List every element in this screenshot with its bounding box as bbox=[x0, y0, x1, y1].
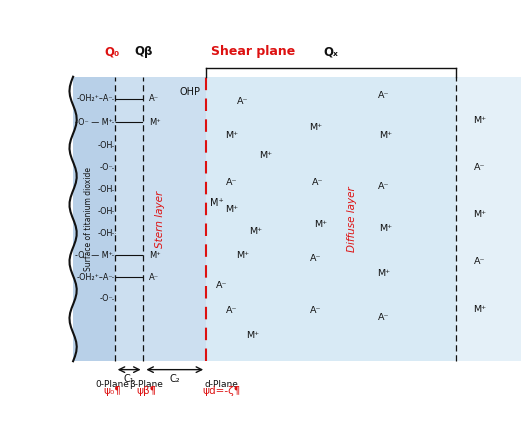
Text: C₂: C₂ bbox=[170, 374, 180, 384]
Text: M⁺: M⁺ bbox=[148, 251, 161, 260]
Text: M⁺: M⁺ bbox=[226, 131, 239, 140]
Text: M⁺: M⁺ bbox=[473, 304, 486, 314]
Text: A⁻: A⁻ bbox=[148, 94, 159, 103]
Text: -OH₂⁺–A⁻: -OH₂⁺–A⁻ bbox=[77, 272, 113, 282]
Text: M⁺: M⁺ bbox=[210, 198, 223, 208]
Text: A⁻: A⁻ bbox=[378, 182, 389, 190]
Text: M⁺: M⁺ bbox=[260, 152, 272, 160]
Text: M⁺: M⁺ bbox=[377, 269, 390, 278]
Text: M⁺: M⁺ bbox=[473, 210, 486, 219]
Text: A⁻: A⁻ bbox=[148, 272, 159, 282]
Text: M⁺: M⁺ bbox=[379, 224, 393, 233]
Text: d-Plane: d-Plane bbox=[205, 380, 239, 389]
Bar bbox=[73, 77, 115, 361]
Text: -OH: -OH bbox=[98, 185, 113, 194]
Text: M⁺: M⁺ bbox=[473, 116, 486, 125]
Bar bbox=[206, 77, 456, 361]
Text: A⁻: A⁻ bbox=[226, 178, 238, 187]
Text: ψβ¶: ψβ¶ bbox=[136, 386, 156, 396]
Text: A⁻: A⁻ bbox=[378, 313, 389, 322]
Text: -O⁻: -O⁻ bbox=[99, 295, 113, 303]
Text: Shear plane: Shear plane bbox=[211, 45, 295, 58]
Text: M⁺: M⁺ bbox=[226, 205, 239, 214]
Bar bbox=[115, 77, 206, 361]
Text: A⁻: A⁻ bbox=[474, 163, 486, 172]
Text: M⁺: M⁺ bbox=[236, 251, 249, 260]
Text: -OH₂⁺–A⁻: -OH₂⁺–A⁻ bbox=[77, 94, 113, 103]
Text: A⁻: A⁻ bbox=[310, 254, 321, 263]
Text: ψd=-ζ¶: ψd=-ζ¶ bbox=[203, 386, 241, 396]
Text: Qₓ: Qₓ bbox=[324, 45, 338, 58]
Text: A⁻: A⁻ bbox=[237, 97, 248, 106]
Text: A⁻: A⁻ bbox=[216, 281, 228, 290]
Text: OHP: OHP bbox=[180, 87, 201, 97]
Text: M⁺: M⁺ bbox=[379, 131, 393, 140]
Text: -OH: -OH bbox=[98, 141, 113, 150]
Text: Qβ: Qβ bbox=[134, 45, 153, 58]
Text: M⁺: M⁺ bbox=[148, 118, 161, 127]
Text: M⁺: M⁺ bbox=[309, 123, 322, 132]
Text: -O⁻ — M⁺: -O⁻ — M⁺ bbox=[76, 118, 113, 127]
Text: -O⁻: -O⁻ bbox=[99, 163, 113, 172]
Text: M⁺: M⁺ bbox=[314, 220, 327, 229]
Text: M⁺: M⁺ bbox=[246, 331, 260, 341]
Text: C₁: C₁ bbox=[124, 374, 135, 384]
Text: Stern layer: Stern layer bbox=[155, 190, 165, 248]
Text: ψ₀¶: ψ₀¶ bbox=[103, 386, 121, 396]
Text: M⁺: M⁺ bbox=[249, 227, 262, 236]
Text: 0-Plane: 0-Plane bbox=[95, 380, 129, 389]
Text: Diffuse layer: Diffuse layer bbox=[347, 186, 357, 252]
Text: -O⁻ — M⁺: -O⁻ — M⁺ bbox=[76, 251, 113, 260]
Text: β-Plane: β-Plane bbox=[129, 380, 163, 389]
Text: A⁻: A⁻ bbox=[474, 257, 486, 266]
Text: A⁻: A⁻ bbox=[312, 178, 324, 187]
Text: A⁻: A⁻ bbox=[378, 91, 389, 100]
Text: Q₀: Q₀ bbox=[105, 45, 120, 58]
Text: A⁻: A⁻ bbox=[226, 306, 238, 315]
Bar bbox=[456, 77, 521, 361]
Text: A⁻: A⁻ bbox=[310, 306, 321, 315]
Text: Surface of titanium dioxide: Surface of titanium dioxide bbox=[84, 167, 93, 271]
Text: -OH: -OH bbox=[98, 207, 113, 216]
Text: -OH: -OH bbox=[98, 229, 113, 238]
